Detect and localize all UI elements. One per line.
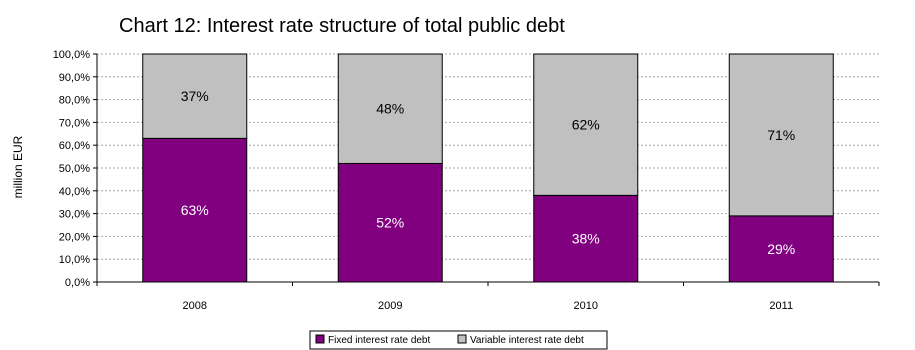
- y-tick-label: 70,0%: [59, 117, 90, 129]
- x-tick-label: 2011: [769, 300, 793, 312]
- y-tick-label: 30,0%: [59, 209, 90, 221]
- y-tick-label: 40,0%: [59, 186, 90, 198]
- y-tick-label: 60,0%: [59, 140, 90, 152]
- bar-segment: [533, 194, 639, 283]
- x-tick-label: 2008: [183, 300, 207, 312]
- legend: Fixed interest rate debt Variable interes…: [309, 330, 608, 350]
- bar-label: 29%: [767, 241, 795, 257]
- y-tick-label: 20,0%: [59, 231, 90, 243]
- legend-swatch: [457, 334, 467, 344]
- bar-segment: [337, 53, 443, 164]
- bar-segment: [728, 53, 834, 217]
- bar-segment: [142, 137, 248, 283]
- y-tick-label: 80,0%: [59, 95, 90, 107]
- bar-label: 48%: [376, 101, 404, 117]
- y-tick-label: 0,0%: [65, 277, 90, 289]
- x-tick-label: 2009: [378, 300, 402, 312]
- bar-label: 38%: [572, 231, 600, 247]
- bar-label: 52%: [376, 215, 404, 231]
- bar-segment: [533, 53, 639, 196]
- legend-label: Fixed interest rate debt: [328, 335, 430, 346]
- chart-title: Chart 12: Interest rate structure of tot…: [119, 15, 565, 37]
- y-tick-label: 100,0%: [53, 49, 91, 61]
- y-tick-label: 50,0%: [59, 163, 90, 175]
- bar-segment: [142, 53, 248, 139]
- bar-label: 71%: [767, 127, 795, 143]
- legend-swatch: [315, 334, 325, 344]
- axes: 0,0% 10,0% 20,0% 30,0% 40,0% 50,0% 60,0% 70,0% 8…: [53, 49, 880, 312]
- bar-label: 37%: [181, 88, 209, 104]
- y-tick-label: 10,0%: [59, 254, 90, 266]
- y-tick-label: 90,0%: [59, 72, 90, 84]
- bar-label: 63%: [181, 202, 209, 218]
- x-tick-label: 2010: [574, 300, 598, 312]
- y-axis-label: million EUR: [11, 135, 25, 198]
- bars: 63% 37% 52% 48% 38% 62% 29% 71%: [142, 53, 834, 283]
- legend-label: Variable interest rate debt: [470, 335, 584, 346]
- bar-label: 62%: [572, 117, 600, 133]
